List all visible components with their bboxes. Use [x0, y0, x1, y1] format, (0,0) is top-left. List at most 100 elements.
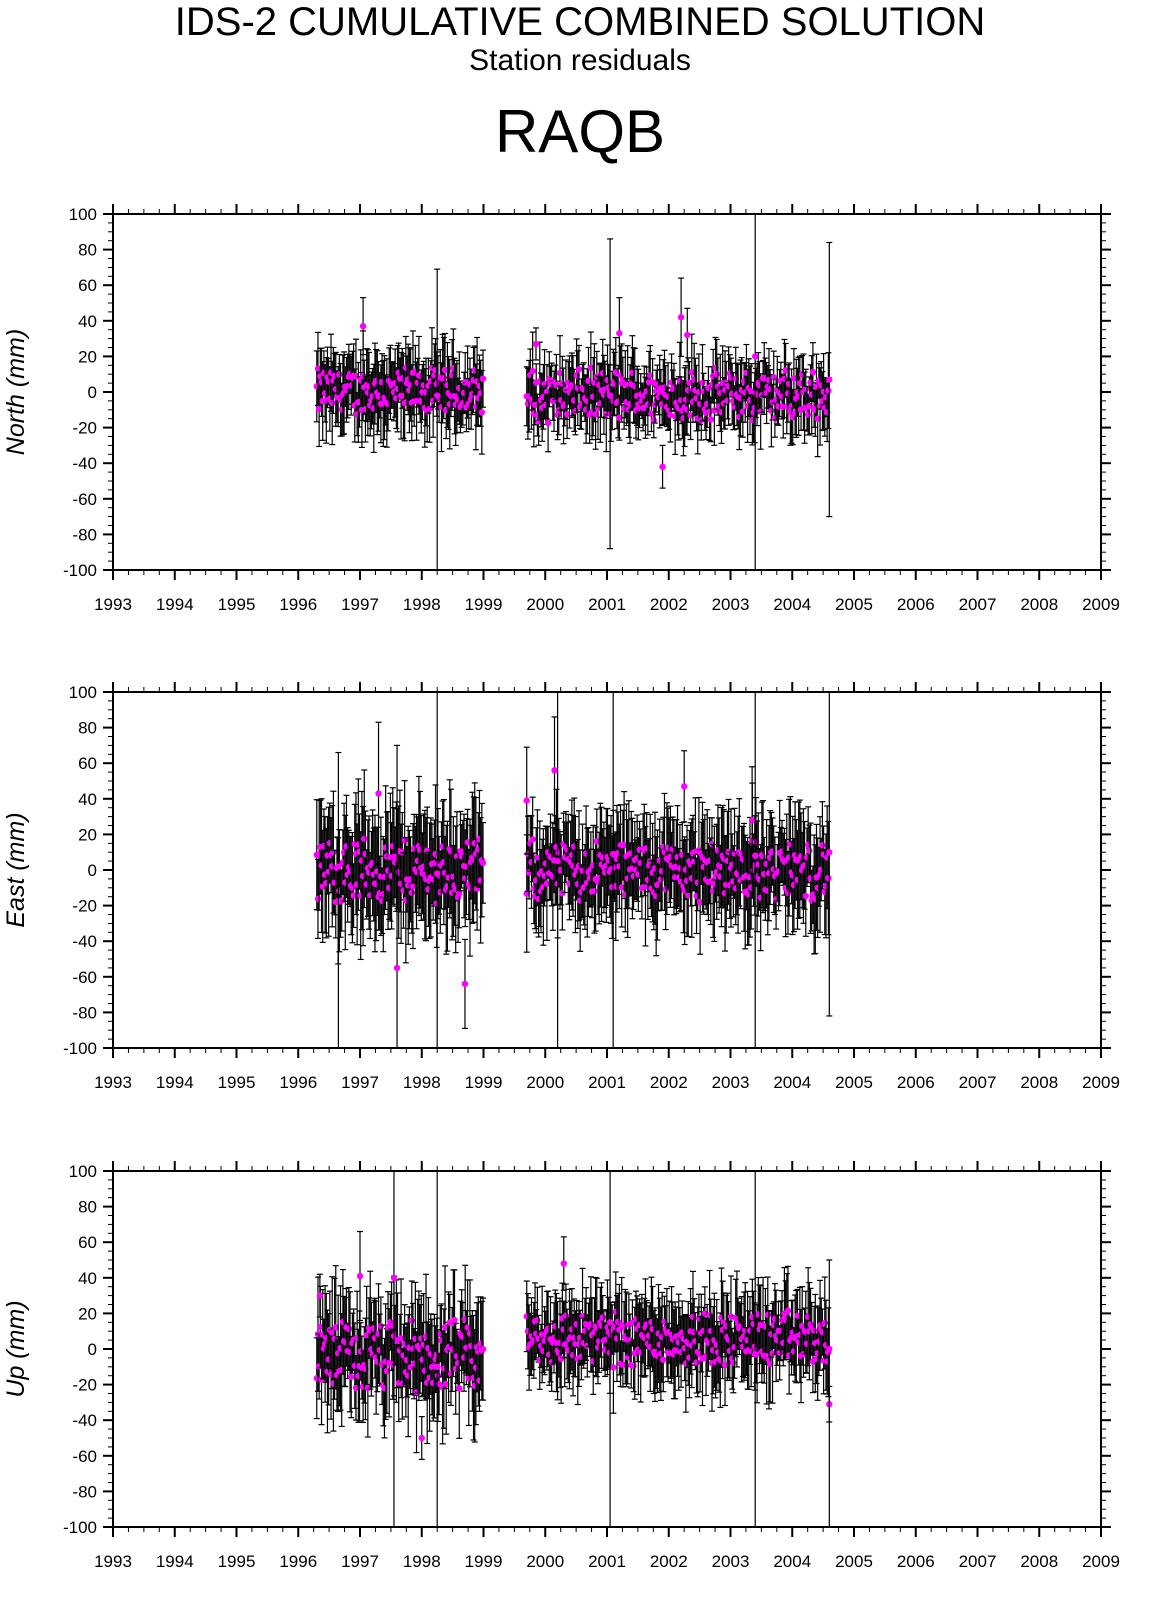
x-tick-label: 1994 — [156, 595, 194, 614]
data-point-marker — [616, 414, 623, 421]
data-point-marker — [683, 406, 691, 413]
data-point-marker — [687, 412, 694, 419]
data-point-marker — [688, 369, 695, 376]
data-point-marker — [529, 367, 536, 375]
data-point-marker — [556, 369, 564, 377]
data-point-marker — [739, 408, 747, 415]
data-point-marker — [363, 1332, 370, 1339]
data-point-marker — [534, 854, 541, 861]
x-tick-label: 2003 — [712, 1552, 750, 1571]
data-point-marker — [441, 1324, 449, 1331]
y-tick-label: 0 — [88, 383, 97, 402]
data-point-marker — [462, 875, 469, 882]
data-point-marker — [649, 378, 656, 386]
x-tick-label: 2001 — [588, 1552, 626, 1571]
data-point-marker — [768, 407, 775, 414]
north-data — [313, 214, 833, 570]
y-tick-label: -100 — [63, 1518, 97, 1537]
y-tick-label: 0 — [88, 1340, 97, 1359]
data-point-marker — [796, 380, 804, 387]
data-point-marker — [713, 371, 720, 378]
data-point-marker — [336, 371, 343, 378]
x-tick-label: 2007 — [959, 595, 997, 614]
data-point-marker — [534, 1317, 541, 1324]
y-tick-label: 40 — [78, 1269, 97, 1288]
data-point-marker — [441, 366, 449, 374]
y-tick-label: -40 — [72, 454, 97, 473]
highlight-point-marker — [748, 816, 756, 824]
y-tick-label: 80 — [78, 719, 97, 738]
x-tick-label: 1999 — [465, 595, 503, 614]
x-tick-label: 2008 — [1020, 595, 1058, 614]
data-point-marker — [464, 839, 471, 846]
y-tick-label: -80 — [72, 525, 97, 544]
y-tick-label: 40 — [78, 312, 97, 331]
x-tick-label: 2008 — [1020, 1552, 1058, 1571]
data-point-marker — [377, 1322, 385, 1330]
x-tick-label: 1994 — [156, 1552, 194, 1571]
highlight-point-marker — [359, 322, 367, 330]
data-point-marker — [698, 416, 705, 424]
data-point-marker — [592, 411, 599, 418]
page-title: IDS-2 CUMULATIVE COMBINED SOLUTION — [174, 0, 986, 44]
data-point-marker — [529, 836, 536, 843]
y-tick-label: -60 — [72, 490, 97, 509]
y-tick-label: 80 — [78, 241, 97, 260]
data-point-marker — [685, 891, 692, 899]
data-point-marker — [531, 401, 539, 408]
outlier-point-marker — [433, 870, 441, 877]
data-point-marker — [559, 890, 566, 897]
east-data — [313, 692, 833, 1048]
data-point-marker — [401, 399, 408, 407]
page-subtitle: Station residuals — [469, 44, 691, 77]
station-name: RAQB — [494, 98, 666, 165]
x-tick-label: 1995 — [218, 1552, 256, 1571]
x-tick-label: 2002 — [650, 1552, 688, 1571]
y-tick-label: -100 — [63, 1039, 97, 1058]
outlier-point-marker — [752, 852, 759, 859]
y-tick-label: -80 — [72, 1482, 97, 1501]
data-point-marker — [809, 368, 817, 376]
x-tick-label: 2005 — [835, 1073, 873, 1092]
y-tick-label: -40 — [72, 1411, 97, 1430]
data-point-marker — [563, 411, 571, 418]
data-point-marker — [345, 1325, 353, 1333]
up-data — [313, 1171, 833, 1527]
y-tick-label: 20 — [78, 347, 97, 366]
outlier-point-marker — [609, 850, 617, 858]
data-point-marker — [338, 897, 345, 904]
x-tick-label: 1998 — [403, 1073, 441, 1092]
data-point-marker — [352, 372, 360, 380]
highlight-point-marker — [523, 797, 530, 804]
data-point-marker — [585, 377, 592, 385]
x-tick-label: 1996 — [279, 1073, 317, 1092]
data-point-marker — [348, 1373, 355, 1381]
data-point-marker — [790, 375, 798, 382]
data-point-marker — [479, 1345, 487, 1353]
outlier-point-marker — [752, 353, 759, 360]
data-point-marker — [648, 410, 655, 417]
x-tick-label: 2004 — [773, 595, 811, 614]
outlier-point-marker — [826, 376, 833, 383]
highlight-point-marker — [375, 790, 382, 797]
y-tick-label: -20 — [72, 419, 97, 438]
outlier-point-marker — [433, 392, 441, 399]
data-point-marker — [388, 1323, 395, 1330]
data-point-marker — [630, 1362, 637, 1370]
y-tick-label: 20 — [78, 825, 97, 844]
data-point-marker — [825, 387, 832, 394]
y-tick-label: 20 — [78, 1304, 97, 1323]
x-tick-label: 1996 — [279, 1552, 317, 1571]
x-tick-label: 2001 — [588, 595, 626, 614]
data-point-marker — [599, 1314, 606, 1321]
x-tick-label: 2009 — [1082, 1552, 1120, 1571]
x-tick-label: 1999 — [465, 1073, 503, 1092]
data-point-marker — [523, 890, 530, 897]
y-tick-label: -40 — [72, 932, 97, 951]
y-tick-label: 40 — [78, 790, 97, 809]
data-point-marker — [804, 411, 812, 418]
data-point-marker — [317, 1323, 324, 1331]
x-tick-label: 2006 — [897, 1552, 935, 1571]
x-tick-label: 2002 — [650, 1073, 688, 1092]
